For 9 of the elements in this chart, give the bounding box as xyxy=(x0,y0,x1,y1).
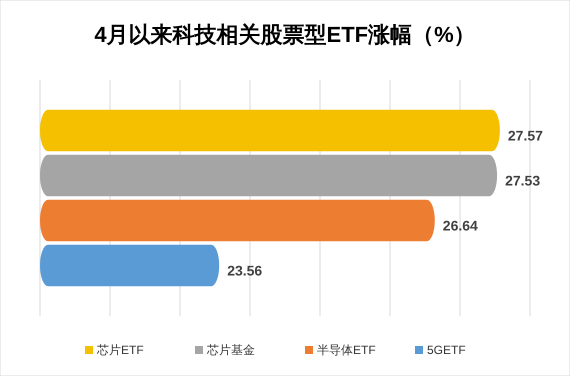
legend-label: 芯片基金 xyxy=(206,343,255,357)
data-label: 23.56 xyxy=(227,262,262,278)
legend-label: 半导体ETF xyxy=(317,343,376,357)
legend-label: 芯片ETF xyxy=(96,343,144,357)
data-label: 27.57 xyxy=(508,128,544,144)
data-label: 26.64 xyxy=(442,218,478,234)
legend-label: 5GETF xyxy=(427,343,466,357)
data-label: 27.53 xyxy=(505,172,540,188)
chart-title: 4月以来科技相关股票型ETF涨幅（%） xyxy=(94,22,476,47)
